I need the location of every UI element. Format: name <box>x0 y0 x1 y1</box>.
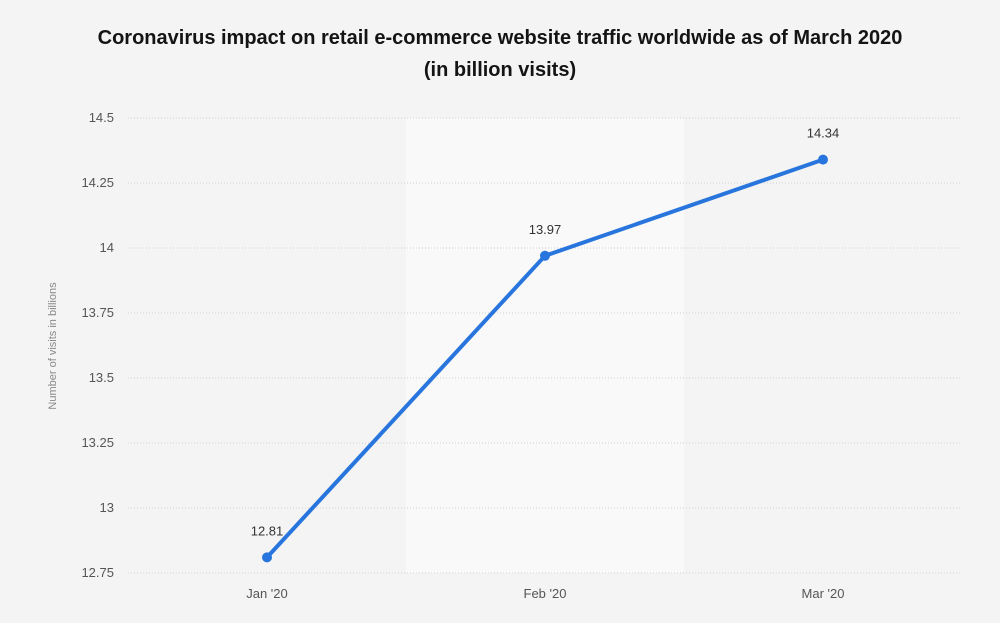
data-label: 14.34 <box>807 126 840 141</box>
data-point[interactable] <box>818 154 828 165</box>
y-tick-label: 13.25 <box>81 435 114 450</box>
category-band <box>406 118 684 573</box>
data-point[interactable] <box>540 250 550 261</box>
category-bands <box>406 118 684 573</box>
y-tick-label: 14.25 <box>81 175 114 190</box>
chart-title: Coronavirus impact on retail e-commerce … <box>0 22 1000 86</box>
data-label: 12.81 <box>251 523 284 538</box>
y-tick-label: 13.75 <box>81 305 114 320</box>
x-tick-label: Mar '20 <box>802 586 845 601</box>
chart-subtitle: (in billion visits) <box>423 59 577 81</box>
y-axis-title: Number of visits in billions <box>47 282 59 410</box>
gridlines <box>128 117 962 574</box>
data-label: 13.97 <box>529 222 562 237</box>
y-tick-label: 14.5 <box>89 110 114 125</box>
series-group <box>262 154 828 563</box>
y-axis-ticks: 12.75 13 13.25 13.5 13.75 14 14.25 14.5 <box>81 110 114 580</box>
x-tick-label: Feb '20 <box>524 586 567 601</box>
x-tick-label: Jan '20 <box>246 586 288 601</box>
y-tick-label: 12.75 <box>81 565 114 580</box>
data-point[interactable] <box>262 552 272 563</box>
y-tick-label: 13.5 <box>89 370 114 385</box>
data-labels: 12.81 13.97 14.34 <box>251 126 840 539</box>
y-tick-label: 14 <box>100 240 114 255</box>
chart-title-text: Coronavirus impact on retail e-commerce … <box>97 27 903 49</box>
y-tick-label: 13 <box>100 500 114 515</box>
x-axis-ticks: Jan '20 Feb '20 Mar '20 <box>246 586 844 601</box>
